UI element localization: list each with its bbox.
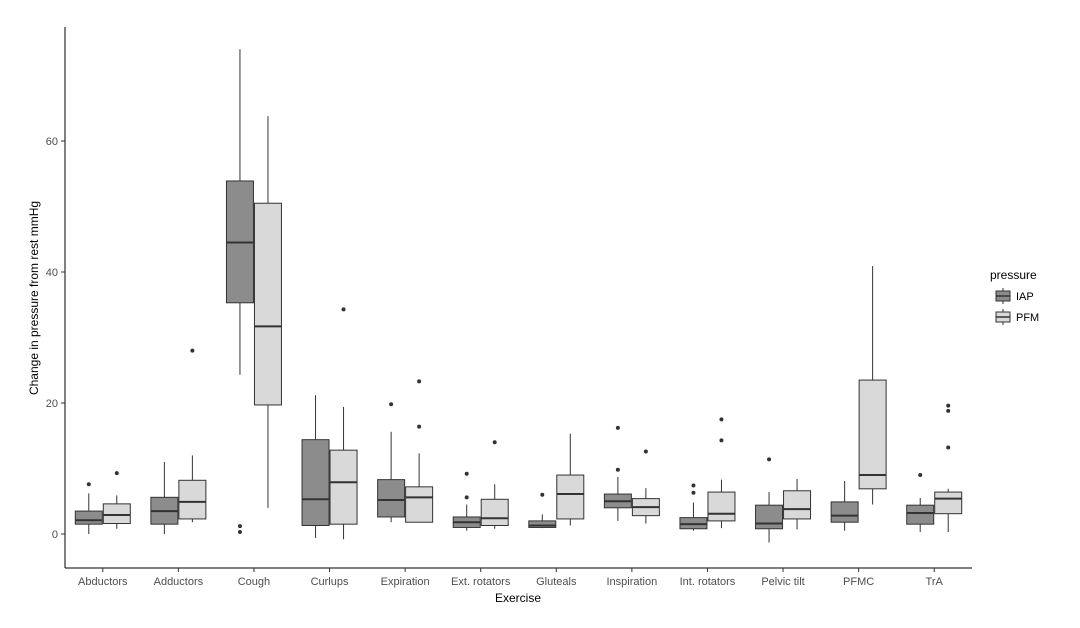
- legend-label: IAP: [1016, 291, 1034, 303]
- box-body: [783, 490, 812, 520]
- outlier-point: [492, 440, 497, 445]
- x-tick-label: Inspiration: [606, 576, 657, 588]
- box-iap-inspiration: [603, 425, 632, 521]
- x-tick-label: Ext. rotators: [451, 576, 511, 588]
- outlier-point: [190, 348, 195, 353]
- outlier-point: [643, 449, 648, 454]
- outlier-point: [114, 471, 119, 476]
- box-pfm-gluteals: [556, 433, 585, 526]
- legend-item-iap: IAP: [995, 288, 1034, 304]
- outlier-point: [615, 425, 620, 430]
- y-tick-label: 20: [46, 398, 58, 410]
- outlier-point: [237, 524, 242, 529]
- x-tick-label: Adductors: [154, 576, 204, 588]
- box-body: [755, 504, 784, 530]
- x-tick-label: TrA: [926, 576, 944, 588]
- box-pfm-cough: [253, 116, 282, 508]
- box-body: [906, 504, 935, 525]
- outlier-point: [946, 403, 951, 408]
- outlier-point: [464, 495, 469, 500]
- box-pfm-adductors: [178, 348, 207, 523]
- x-tick-label: PFMC: [843, 576, 874, 588]
- box-iap-ext-rotators: [452, 471, 481, 531]
- outlier-point: [341, 307, 346, 312]
- outlier-point: [86, 482, 91, 487]
- box-body: [480, 498, 509, 526]
- box-iap-tra: [906, 473, 935, 533]
- x-tick-label: Curlups: [311, 576, 349, 588]
- box-iap-int-rotators: [679, 483, 708, 531]
- box-pfm-inspiration: [631, 449, 660, 524]
- y-tick-label: 0: [52, 529, 58, 541]
- outlier-point: [615, 467, 620, 472]
- box-body: [556, 474, 585, 520]
- outlier-point: [417, 424, 422, 429]
- box-body: [102, 503, 131, 525]
- x-tick-label: Gluteals: [536, 576, 577, 588]
- box-pfm-expiration: [405, 379, 434, 523]
- outlier-point: [918, 473, 923, 478]
- outlier-point: [540, 492, 545, 497]
- box-body: [377, 479, 406, 518]
- legend-item-pfm: PFM: [995, 309, 1039, 325]
- x-axis-ticks: Abductors Adductors Cough Curlups Expiration…: [78, 568, 944, 588]
- box-body: [405, 486, 434, 523]
- y-axis-title: Change in pressure from rest mmHg: [27, 201, 41, 395]
- legend: pressure IAP PFM: [990, 268, 1039, 325]
- legend-label: PFM: [1016, 312, 1039, 324]
- box-iap-curlups: [301, 395, 330, 538]
- box-pfm-ext-rotators: [480, 440, 509, 529]
- outlier-point: [767, 457, 772, 462]
- outlier-point: [417, 379, 422, 384]
- box-pfm-abductors: [102, 471, 131, 529]
- box-iap-cough: [225, 49, 254, 535]
- x-tick-label: Abductors: [78, 576, 128, 588]
- outlier-point: [946, 408, 951, 413]
- outlier-point: [719, 438, 724, 443]
- box-iap-pfmc: [830, 480, 859, 531]
- outlier-point: [691, 483, 696, 488]
- outlier-point: [237, 530, 242, 535]
- x-tick-label: Pelvic tilt: [761, 576, 804, 588]
- box-body: [830, 501, 859, 523]
- x-tick-label: Int. rotators: [680, 576, 736, 588]
- box-iap-abductors: [74, 482, 103, 534]
- box-pfm-curlups: [329, 307, 358, 540]
- box-pfm-int-rotators: [707, 417, 736, 529]
- outlier-point: [946, 445, 951, 450]
- x-tick-label: Expiration: [381, 576, 430, 588]
- box-body: [178, 479, 207, 520]
- box-body: [329, 449, 358, 525]
- outlier-point: [389, 402, 394, 407]
- box-iap-gluteals: [528, 492, 557, 529]
- box-body: [934, 491, 963, 515]
- outlier-point: [719, 417, 724, 422]
- y-axis-ticks: 0 20 40 60: [46, 136, 65, 541]
- box-body: [253, 202, 282, 406]
- box-pfm-pelvic-tilt: [783, 478, 812, 530]
- box-body: [528, 520, 557, 528]
- y-tick-label: 60: [46, 136, 58, 148]
- box-pfm-pfmc: [858, 266, 887, 505]
- x-tick-label: Cough: [238, 576, 270, 588]
- outlier-point: [464, 471, 469, 476]
- box-body: [858, 379, 887, 490]
- outlier-point: [691, 490, 696, 495]
- box-iap-pelvic-tilt: [755, 457, 784, 543]
- box-iap-adductors: [150, 461, 179, 534]
- box-iap-expiration: [377, 402, 406, 523]
- box-body: [74, 510, 103, 525]
- y-tick-label: 40: [46, 267, 58, 279]
- x-axis-title: Exercise: [495, 591, 541, 605]
- legend-title: pressure: [990, 268, 1037, 282]
- box-body: [707, 491, 736, 522]
- box-body: [301, 439, 330, 526]
- plot-area: [74, 49, 963, 543]
- box-pfm-tra: [934, 403, 963, 533]
